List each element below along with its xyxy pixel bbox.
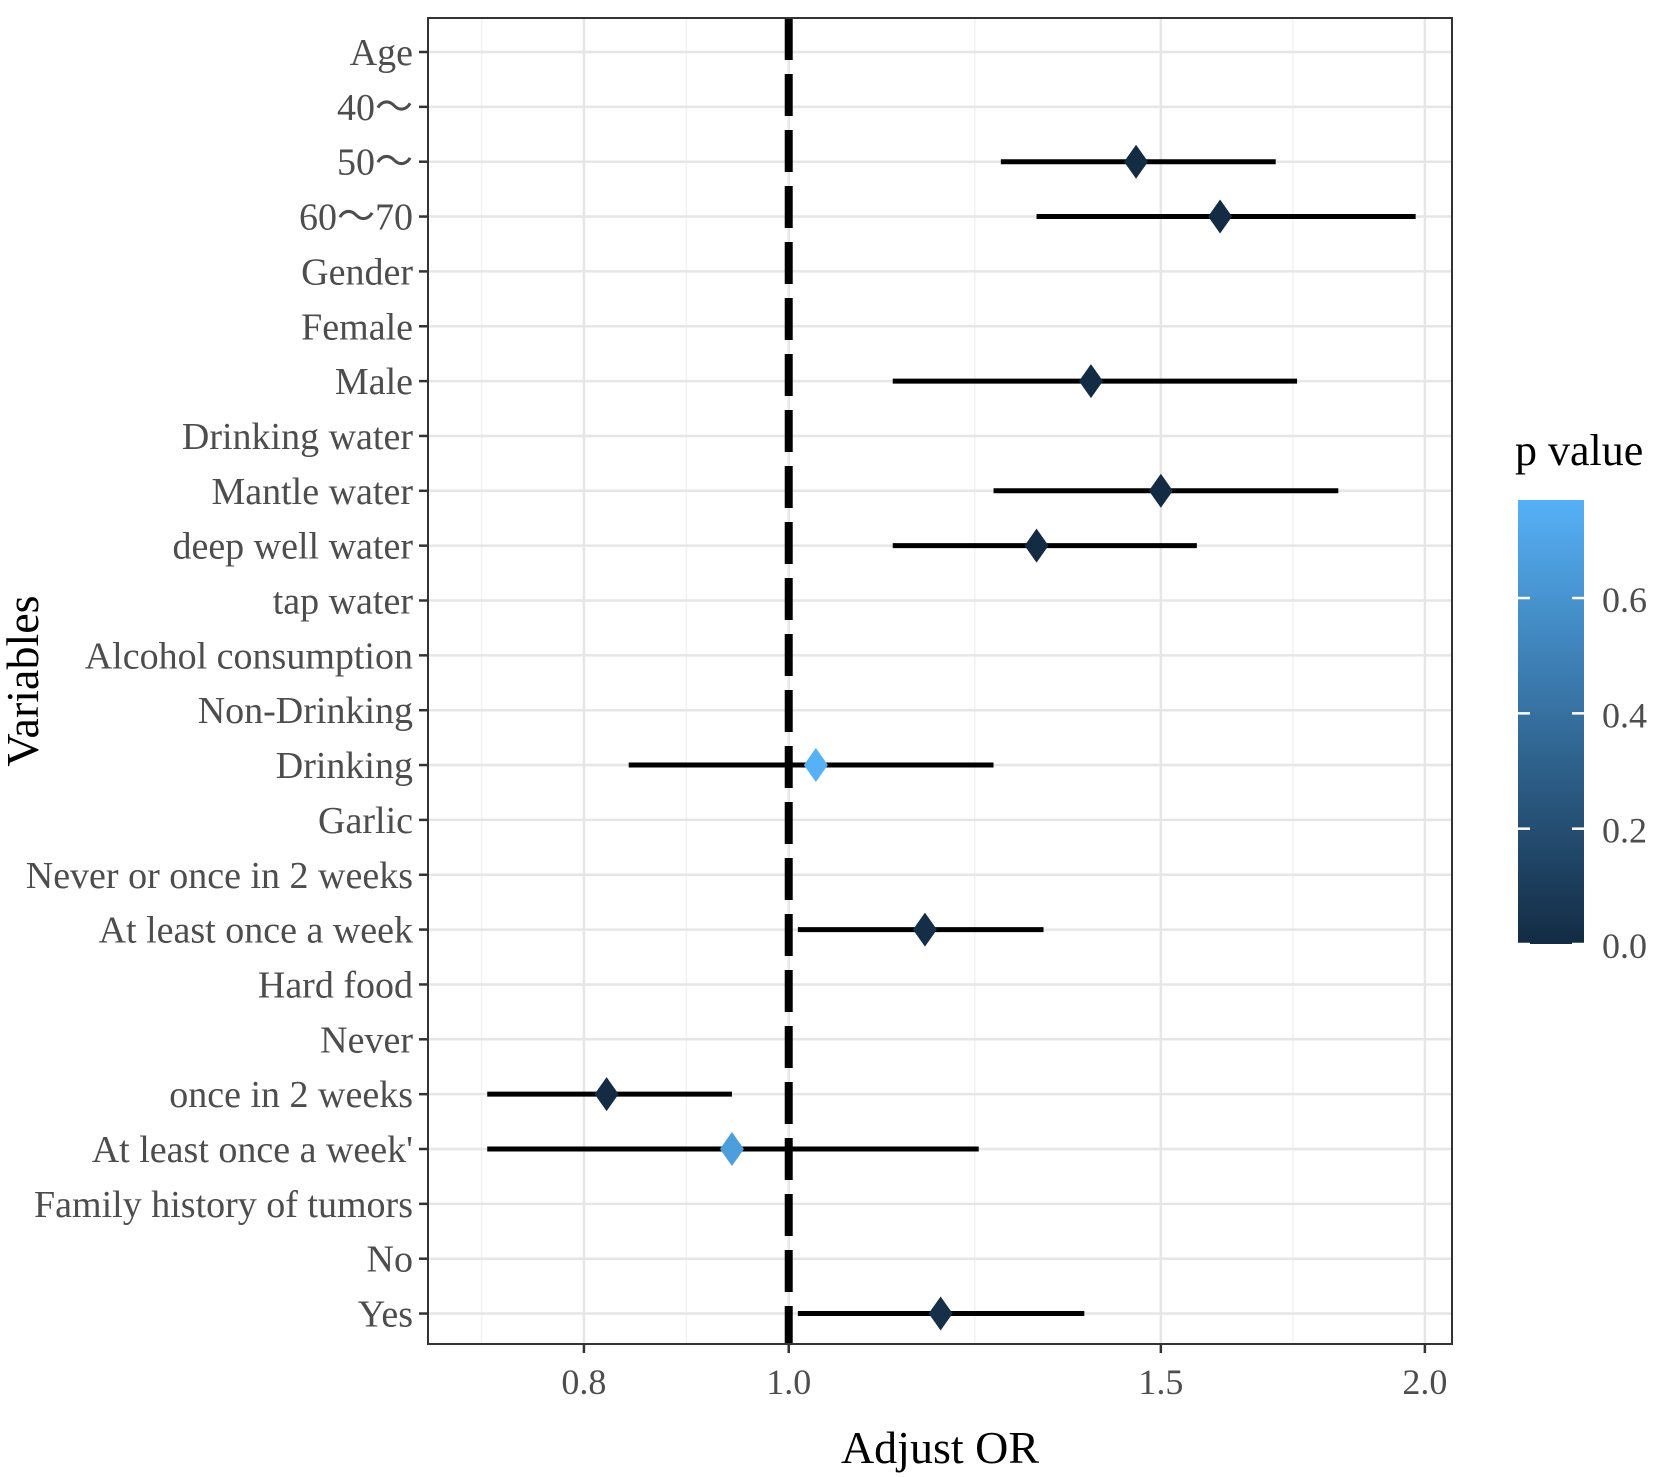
panel-border — [427, 17, 1453, 1345]
y-tick-label: No — [367, 1239, 413, 1281]
y-tick-label: once in 2 weeks — [169, 1074, 413, 1116]
y-tick-label: Alcohol consumption — [85, 635, 413, 677]
x-axis-title: Adjust OR — [841, 1422, 1039, 1473]
point-estimates — [594, 144, 1233, 1331]
y-tick-label: Male — [335, 361, 413, 403]
y-tick-label: Age — [350, 32, 413, 74]
colorbar — [1518, 500, 1584, 944]
y-tick-label: Drinking — [276, 745, 413, 787]
y-axis: Age 40～ 50～ 60～70 Gender Female Male Drinking w… — [26, 32, 428, 1336]
y-tick-label: 50～ — [337, 142, 413, 184]
y-tick-label: deep well water — [172, 526, 413, 568]
y-tick-label: Drinking water — [182, 416, 413, 458]
colorbar-tick-label: 0.2 — [1602, 811, 1647, 851]
colorbar-tick-label: 0.0 — [1602, 926, 1647, 966]
x-tick-label: 1.5 — [1138, 1362, 1183, 1402]
y-tick-label: 60～70 — [299, 197, 413, 239]
x-tick-label: 0.8 — [561, 1362, 606, 1402]
x-tick-label: 1.0 — [766, 1362, 811, 1402]
y-tick-label: Female — [301, 306, 413, 348]
y-tick-label: Mantle water — [211, 471, 413, 513]
y-tick-label: Gender — [301, 251, 413, 293]
legend-title: p value — [1515, 426, 1643, 475]
point-estimate — [1148, 473, 1173, 508]
legend: p value 0.0 0.2 0.4 0.6 — [1515, 426, 1647, 966]
point-estimate — [719, 1132, 744, 1166]
point-estimate — [1078, 364, 1103, 399]
point-estimate — [1208, 199, 1233, 234]
x-axis: 0.8 1.0 1.5 2.0 — [561, 1344, 1447, 1402]
point-estimate — [1124, 144, 1149, 179]
x-tick-label: 2.0 — [1402, 1362, 1447, 1402]
y-tick-label: 40～ — [337, 87, 413, 129]
y-tick-label: Non-Drinking — [198, 690, 413, 732]
y-tick-label: Never — [320, 1019, 413, 1061]
point-estimate — [1024, 528, 1049, 563]
y-tick-label: Yes — [358, 1294, 413, 1336]
y-tick-label: Hard food — [258, 964, 413, 1006]
y-tick-label: Garlic — [318, 800, 413, 842]
y-tick-label: At least once a week — [99, 910, 413, 952]
point-estimate — [803, 748, 828, 783]
point-estimate — [594, 1077, 619, 1112]
y-axis-title: Variables — [0, 595, 48, 766]
y-tick-label: Never or once in 2 weeks — [26, 855, 413, 897]
colorbar-ticks: 0.0 0.2 0.4 0.6 — [1518, 580, 1647, 966]
colorbar-tick-label: 0.6 — [1602, 580, 1647, 620]
point-estimate — [928, 1296, 953, 1331]
y-tick-label: tap water — [273, 581, 414, 623]
point-estimate — [912, 912, 937, 947]
y-tick-label: At least once a week' — [92, 1129, 413, 1171]
y-tick-label: Family history of tumors — [34, 1184, 413, 1226]
colorbar-tick-label: 0.4 — [1602, 695, 1647, 735]
